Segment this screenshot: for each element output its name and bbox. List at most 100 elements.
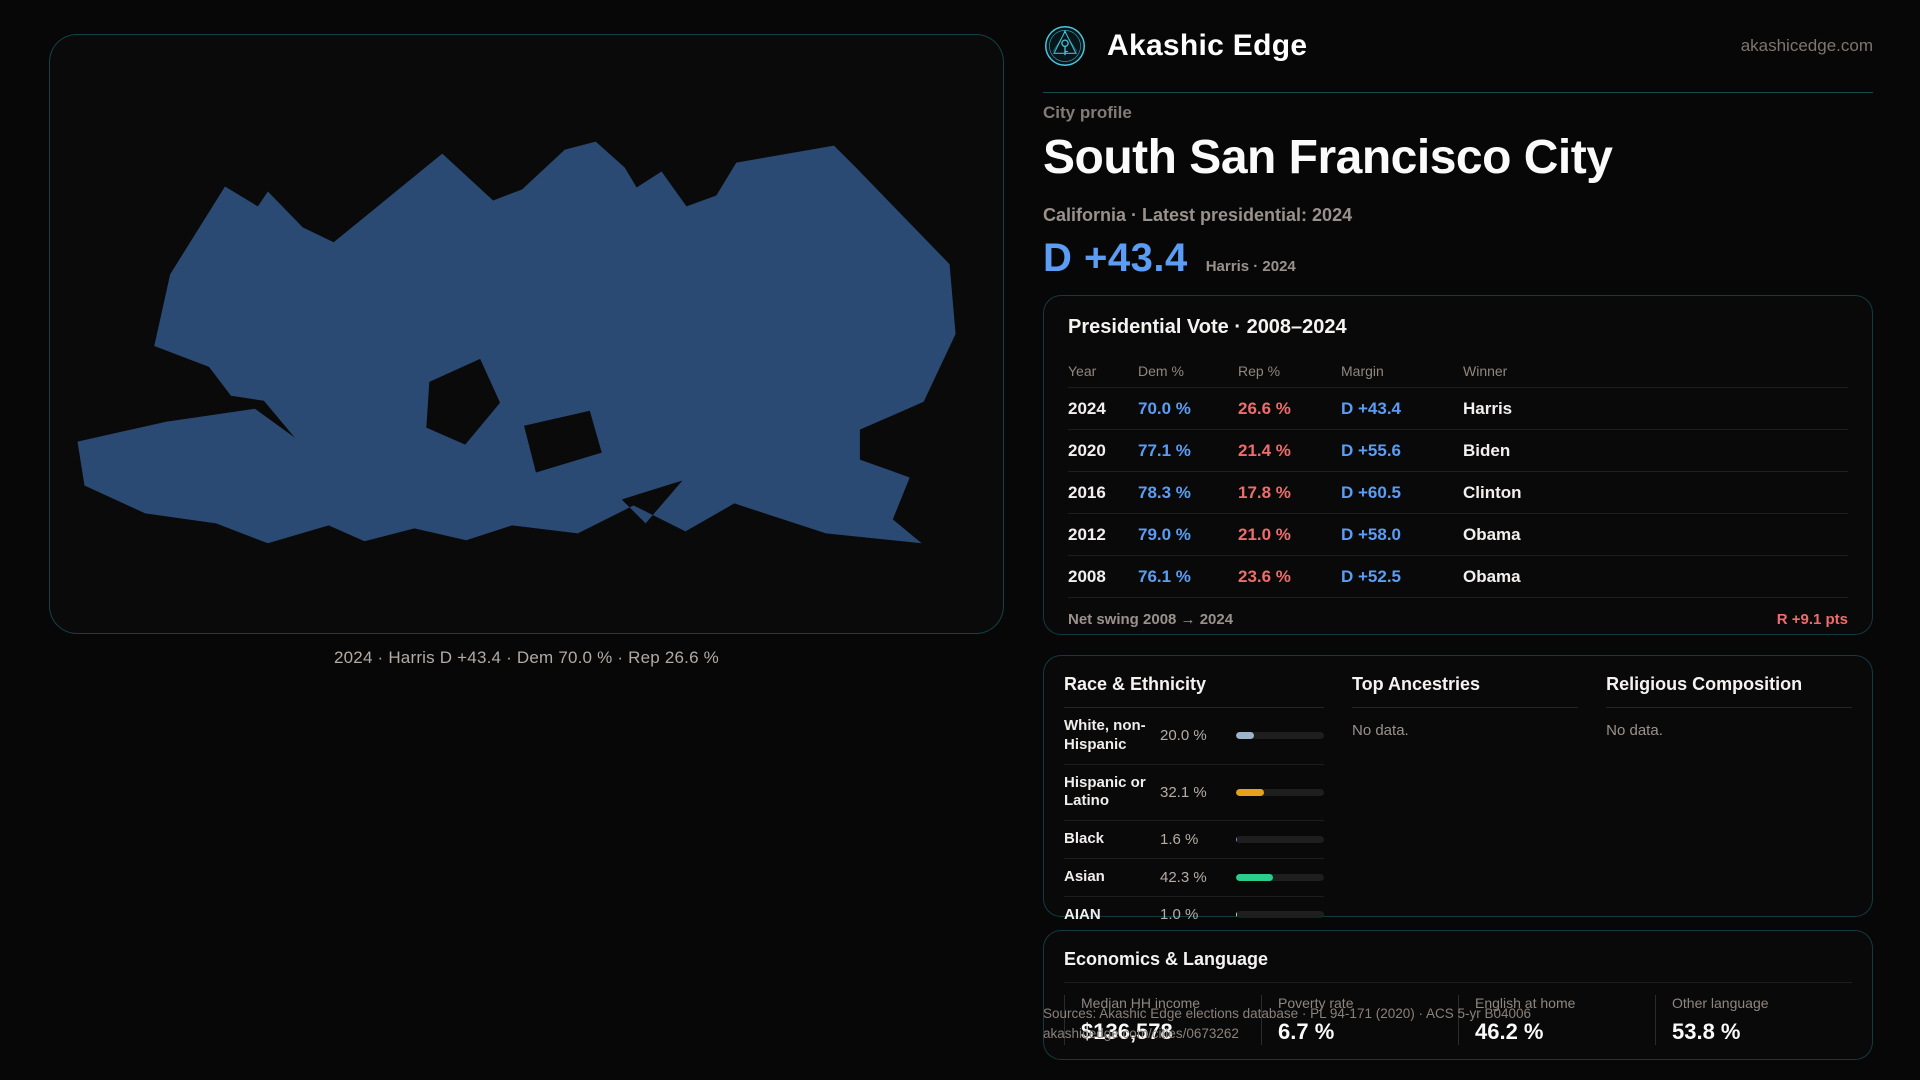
economics-stats: Median HH income $136,578 Poverty rate 6…: [1064, 995, 1852, 1045]
cell-winner: Biden: [1463, 440, 1511, 460]
akashic-edge-logo-icon: [1045, 26, 1085, 66]
race-bar: [1236, 835, 1324, 843]
economics-title: Economics & Language: [1064, 949, 1852, 983]
stat-median-hh-income: Median HH income $136,578: [1064, 995, 1261, 1045]
stat-label: Poverty rate: [1278, 995, 1354, 1011]
latest-margin-note: Harris · 2024: [1205, 258, 1296, 275]
stat-label: English at home: [1475, 995, 1576, 1011]
cell-dem: 78.3 %: [1138, 482, 1191, 502]
cell-dem: 77.1 %: [1138, 440, 1191, 460]
table-row: 2020 77.1 % 21.4 % D +55.6 Biden: [1068, 429, 1848, 471]
list-item: Black 1.6 %: [1064, 821, 1324, 859]
list-item: Asian 42.3 %: [1064, 859, 1324, 897]
stat-value: 46.2 %: [1475, 1019, 1544, 1044]
race-bar: [1236, 732, 1324, 740]
cell-margin: D +55.6: [1341, 440, 1402, 460]
top-ancestries-title: Top Ancestries: [1352, 674, 1579, 708]
net-swing-row: Net swing 2008 → 2024 R +9.1 pts: [1068, 597, 1848, 641]
vote-table-header: Year Dem % Rep % Margin Winner: [1068, 355, 1848, 387]
cell-rep: 21.0 %: [1238, 524, 1291, 544]
cell-margin: D +58.0: [1341, 524, 1402, 544]
cell-year: 2012: [1068, 524, 1106, 544]
cell-year: 2020: [1068, 440, 1106, 460]
top-ancestries-column: Top Ancestries No data.: [1352, 674, 1579, 933]
stat-value: $136,578: [1081, 1019, 1173, 1044]
cell-winner: Clinton: [1463, 482, 1522, 502]
net-swing-value: R +9.1 pts: [1776, 611, 1848, 628]
race-value: 1.6 %: [1160, 830, 1199, 848]
demographics-card: Race & Ethnicity White, non-Hispanic 20.…: [1043, 655, 1873, 923]
race-bar: [1236, 788, 1324, 796]
race-value: 20.0 %: [1160, 727, 1207, 745]
religious-composition-empty: No data.: [1606, 722, 1663, 739]
brand-name: Akashic Edge: [1107, 29, 1308, 62]
race-ethnicity-title: Race & Ethnicity: [1064, 674, 1324, 708]
race-label: Asian: [1064, 867, 1105, 885]
cell-dem: 76.1 %: [1138, 566, 1191, 586]
top-ancestries-empty: No data.: [1352, 722, 1409, 739]
table-row: 2024 70.0 % 26.6 % D +43.4 Harris: [1068, 387, 1848, 429]
page-title: South San Francisco City: [1043, 131, 1613, 184]
race-value: 42.3 %: [1160, 868, 1207, 886]
cell-winner: Harris: [1463, 398, 1513, 418]
city-boundary-shape: [77, 141, 956, 544]
page-subtitle: California · Latest presidential: 2024: [1043, 205, 1353, 225]
eyebrow-label: City profile: [1043, 103, 1132, 122]
site-header: Akashic Edge akashicedge.com: [1043, 0, 1873, 93]
sources-line: Sources: Akashic Edge elections database…: [1043, 1006, 1532, 1021]
stat-poverty-rate: Poverty rate 6.7 %: [1261, 995, 1458, 1045]
table-row: 2016 78.3 % 17.8 % D +60.5 Clinton: [1068, 471, 1848, 513]
cell-dem: 79.0 %: [1138, 524, 1191, 544]
cell-margin: D +52.5: [1341, 566, 1402, 586]
cell-rep: 17.8 %: [1238, 482, 1291, 502]
stat-value: 6.7 %: [1278, 1019, 1335, 1044]
cell-rep: 26.6 %: [1238, 398, 1291, 418]
cell-rep: 21.4 %: [1238, 440, 1291, 460]
stat-label: Median HH income: [1081, 995, 1201, 1011]
race-label: Black: [1064, 830, 1105, 847]
table-row: 2008 76.1 % 23.6 % D +52.5 Obama: [1068, 555, 1848, 597]
stat-english-at-home: English at home 46.2 %: [1458, 995, 1655, 1045]
cell-year: 2024: [1068, 398, 1106, 418]
cell-year: 2008: [1068, 566, 1106, 586]
latest-margin-hero: D +43.4 Harris · 2024: [1043, 236, 1296, 281]
vote-card-title: Presidential Vote · 2008–2024: [1068, 316, 1347, 338]
city-map-panel: [49, 34, 1004, 634]
stat-other-language: Other language 53.8 %: [1655, 995, 1852, 1045]
footer-sources: Sources: Akashic Edge elections database…: [1043, 1004, 1603, 1044]
cell-rep: 23.6 %: [1238, 566, 1291, 586]
list-item: AIAN 1.0 %: [1064, 897, 1324, 934]
cell-dem: 70.0 %: [1138, 398, 1191, 418]
religious-composition-title: Religious Composition: [1606, 674, 1852, 708]
religious-composition-column: Religious Composition No data.: [1606, 674, 1852, 933]
cell-winner: Obama: [1463, 566, 1521, 586]
col-header-dem: Dem %: [1138, 363, 1184, 379]
cell-year: 2016: [1068, 482, 1106, 502]
presidential-vote-card: Presidential Vote · 2008–2024 Year Dem %…: [1043, 295, 1873, 635]
col-header-rep: Rep %: [1238, 363, 1281, 379]
cell-winner: Obama: [1463, 524, 1521, 544]
table-row: 2012 79.0 % 21.0 % D +58.0 Obama: [1068, 513, 1848, 555]
brand-domain-link[interactable]: akashicedge.com: [1740, 36, 1873, 55]
permalink: akashicedge.com/cities/0673262: [1043, 1026, 1239, 1041]
race-label: White, non-Hispanic: [1064, 717, 1146, 753]
net-swing-label: Net swing 2008 → 2024: [1068, 611, 1234, 628]
city-boundary-map: [77, 141, 956, 544]
map-caption: 2024 · Harris D +43.4 · Dem 70.0 % · Rep…: [334, 648, 719, 667]
race-bar: [1236, 873, 1324, 881]
race-bar: [1236, 911, 1324, 919]
economics-card: Economics & Language Median HH income $1…: [1043, 930, 1873, 1060]
col-header-winner: Winner: [1463, 363, 1508, 379]
race-ethnicity-column: Race & Ethnicity White, non-Hispanic 20.…: [1064, 674, 1324, 933]
list-item: White, non-Hispanic 20.0 %: [1064, 708, 1324, 765]
race-label: Hispanic or Latino: [1064, 773, 1146, 810]
list-item: Hispanic or Latino 32.1 %: [1064, 765, 1324, 821]
stat-value: 53.8 %: [1672, 1019, 1741, 1044]
latest-margin-value: D +43.4: [1043, 236, 1188, 280]
stat-label: Other language: [1672, 995, 1769, 1011]
cell-margin: D +60.5: [1341, 482, 1402, 502]
col-header-year: Year: [1068, 363, 1097, 379]
col-header-margin: Margin: [1341, 363, 1384, 379]
cell-margin: D +43.4: [1341, 398, 1402, 418]
race-value: 32.1 %: [1160, 783, 1207, 801]
